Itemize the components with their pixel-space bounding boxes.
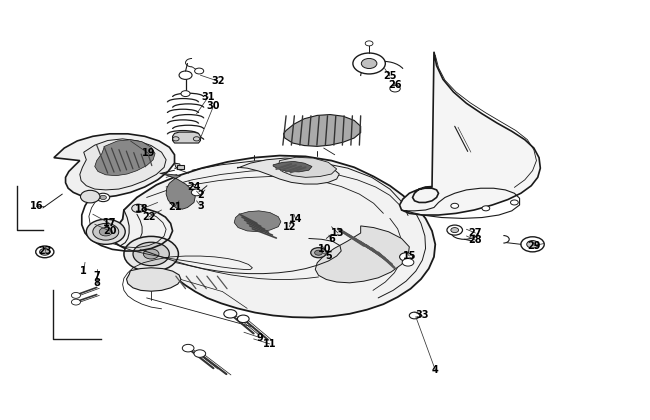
Circle shape (510, 200, 518, 205)
Circle shape (526, 241, 538, 248)
Text: 19: 19 (142, 149, 155, 158)
Polygon shape (114, 155, 436, 318)
Circle shape (315, 250, 322, 255)
Circle shape (191, 189, 202, 196)
Text: 10: 10 (318, 244, 332, 254)
Circle shape (86, 219, 125, 244)
Text: 23: 23 (38, 246, 51, 256)
Polygon shape (283, 115, 361, 147)
Text: 9: 9 (257, 333, 263, 343)
Text: 26: 26 (388, 80, 402, 90)
Text: 14: 14 (289, 214, 302, 224)
Text: 8: 8 (93, 278, 100, 288)
Circle shape (81, 190, 100, 203)
Text: 3: 3 (197, 201, 204, 211)
Polygon shape (174, 163, 181, 168)
Polygon shape (80, 139, 166, 190)
Polygon shape (177, 165, 183, 169)
Polygon shape (234, 211, 281, 232)
Text: 25: 25 (383, 71, 396, 81)
Circle shape (100, 195, 107, 200)
Text: 28: 28 (469, 235, 482, 245)
Text: 32: 32 (211, 76, 225, 86)
Text: 31: 31 (202, 92, 215, 102)
Circle shape (124, 236, 178, 272)
Circle shape (72, 299, 81, 305)
Polygon shape (237, 158, 339, 184)
Circle shape (132, 204, 145, 213)
Text: 4: 4 (432, 365, 439, 375)
Circle shape (194, 68, 203, 74)
Text: 18: 18 (135, 204, 149, 214)
Circle shape (353, 53, 385, 74)
Text: 33: 33 (415, 310, 429, 320)
Text: 16: 16 (30, 201, 43, 211)
Polygon shape (173, 132, 200, 143)
Text: 24: 24 (187, 182, 201, 192)
Polygon shape (95, 140, 155, 176)
Circle shape (99, 228, 112, 236)
Text: 29: 29 (527, 241, 541, 251)
Text: 13: 13 (332, 228, 344, 238)
Polygon shape (400, 52, 540, 215)
Circle shape (521, 237, 544, 252)
Text: 21: 21 (168, 202, 181, 212)
Text: 2: 2 (197, 190, 204, 200)
Text: 20: 20 (103, 226, 116, 236)
Polygon shape (54, 134, 174, 197)
Circle shape (410, 312, 420, 319)
Text: 6: 6 (328, 234, 335, 244)
Circle shape (181, 91, 190, 97)
Circle shape (36, 246, 54, 258)
Text: 15: 15 (402, 251, 416, 261)
Text: 7: 7 (94, 271, 100, 281)
Circle shape (390, 85, 400, 92)
Circle shape (224, 310, 237, 318)
Text: 30: 30 (207, 101, 220, 111)
Circle shape (72, 292, 81, 298)
Polygon shape (315, 226, 410, 283)
Text: 17: 17 (103, 218, 116, 228)
Circle shape (194, 350, 205, 357)
Circle shape (447, 225, 463, 235)
Polygon shape (127, 268, 181, 291)
Circle shape (182, 344, 194, 352)
Circle shape (451, 203, 459, 208)
Polygon shape (160, 173, 195, 209)
Text: 1: 1 (81, 266, 87, 276)
Circle shape (93, 223, 119, 240)
Polygon shape (278, 157, 337, 177)
Circle shape (400, 253, 413, 261)
Circle shape (361, 58, 377, 68)
Text: 27: 27 (469, 228, 482, 238)
Circle shape (40, 249, 50, 255)
Text: 5: 5 (325, 251, 332, 261)
Circle shape (311, 248, 326, 258)
Circle shape (144, 249, 159, 259)
Circle shape (237, 315, 249, 323)
Circle shape (133, 242, 170, 266)
Circle shape (179, 71, 192, 79)
Text: 22: 22 (142, 212, 155, 222)
Circle shape (97, 193, 110, 202)
Polygon shape (273, 161, 312, 172)
Circle shape (451, 228, 459, 233)
Circle shape (402, 259, 414, 266)
Circle shape (482, 206, 489, 211)
Circle shape (365, 41, 373, 46)
Text: 11: 11 (263, 339, 277, 349)
Text: 12: 12 (283, 222, 296, 232)
